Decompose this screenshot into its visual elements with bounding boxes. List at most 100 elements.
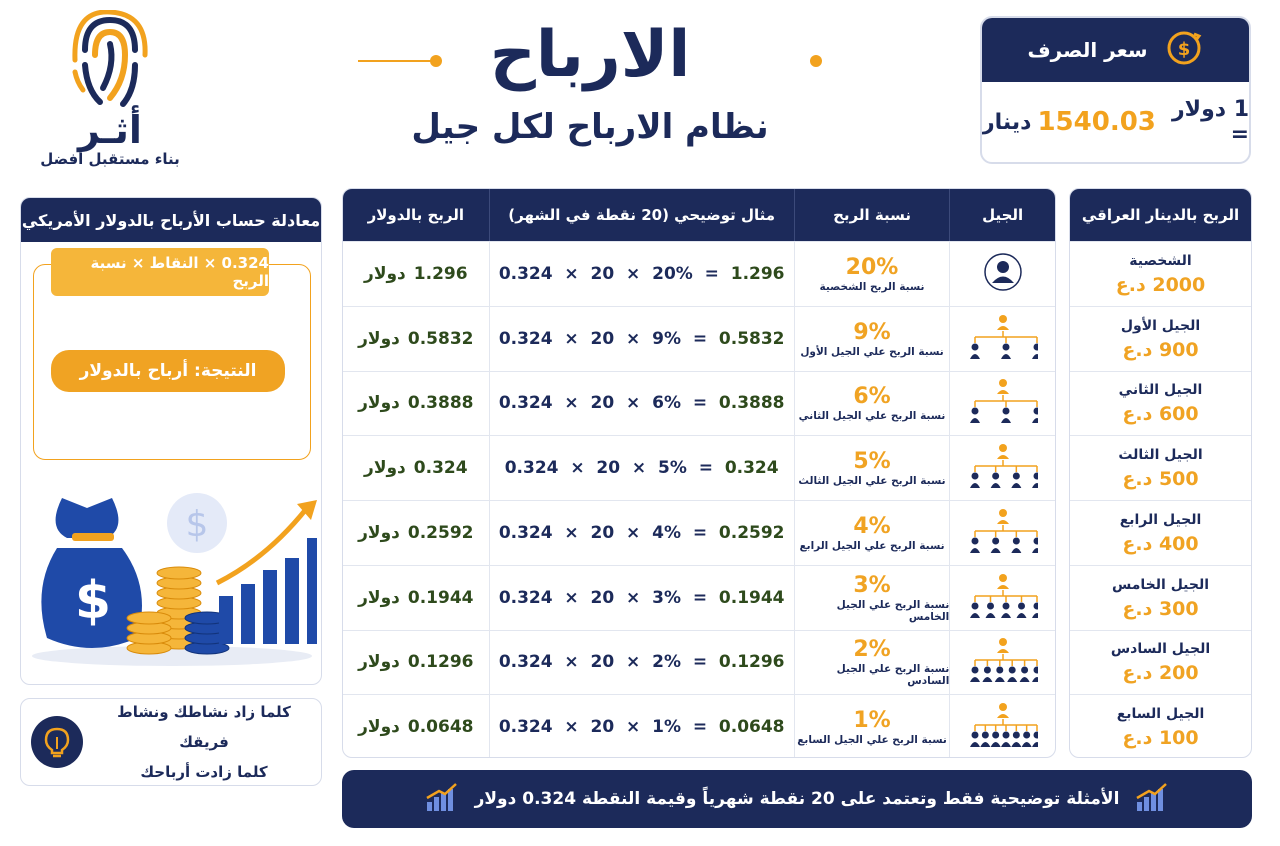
rate-percent: 6% [853, 384, 891, 410]
iqd-generation-name: الجيل السادس [1110, 641, 1211, 658]
example-result: 0.324 [724, 458, 779, 479]
usd-profit-cell: 0.324 دولار [343, 436, 489, 500]
iqd-row: الجيل السادس 200 د.ع [1070, 629, 1251, 695]
rate-percent: 5% [853, 449, 891, 475]
rate-percent: 20% [845, 254, 899, 280]
equation-card-title: معادلة حساب الأرباح بالدولار الأمريكي [21, 198, 321, 242]
col-header-generation: الجيل [949, 189, 1055, 241]
example-cell: 0.324 × 20 × 6% = 0.3888 [488, 371, 794, 436]
example-equals-sign: = [680, 717, 719, 738]
table-row: 0.1296 دولار 0.324 × 20 × 2% = 0.1296 2% نسب… [343, 629, 1055, 695]
money-bag-icon: $ $ [32, 493, 317, 666]
rate-cell: 4% نسبة الربح علي الجيل الرابع [793, 501, 950, 565]
exchange-rate-value: 1 دولار = 1540.03 دينار [982, 82, 1249, 162]
example-times-sign: × [614, 587, 653, 608]
example-times-sign: × [552, 522, 591, 543]
usd-unit: دولار [358, 393, 400, 414]
rate-percent: 3% [853, 572, 891, 598]
rate-description: نسبة الربح علي الجيل الرابع [799, 539, 945, 552]
brand-logo: أثـر بناء مستقبل أفضل [30, 10, 190, 190]
profit-table: الربح بالدولار مثال توضيحي (20 نقطة في ا… [342, 188, 1056, 758]
person-icon [983, 252, 1023, 296]
example-equals-sign: = [686, 458, 725, 479]
iqd-row: الجيل الرابع 400 د.ع [1070, 500, 1251, 565]
rate-description: نسبة الربح علي الجيل الثالث [798, 475, 946, 488]
rate-cell: 6% نسبة الربح علي الجيل الثاني [793, 371, 950, 436]
usd-unit: دولار [364, 263, 406, 284]
generation-cell [949, 306, 1055, 371]
table-row: 0.3888 دولار 0.324 × 20 × 6% = 0.3888 6% نسب… [343, 370, 1055, 436]
footer-text: الأمثلة توضيحية فقط وتعتمد على 20 نقطة ش… [474, 789, 1120, 809]
example-times-sign: × [614, 328, 653, 349]
hierarchy-icon [968, 572, 1042, 624]
usd-profit-cell: 0.5832 دولار [343, 307, 489, 371]
example-point-value: 0.324 [498, 522, 553, 543]
tip-line-2: كلما زادت أرباحك [140, 763, 268, 781]
iqd-value: 200 د.ع [1122, 662, 1199, 685]
profit-table-body: 1.296 دولار 0.324 × 20 × 20% = 1.296 20% نسب… [343, 241, 1055, 757]
example-times-sign: × [614, 393, 653, 414]
example-point-value: 0.324 [498, 393, 553, 414]
example-equals-sign: = [680, 522, 719, 543]
iqd-value: 400 د.ع [1122, 532, 1199, 555]
generation-cell [949, 630, 1055, 695]
example-cell: 0.324 × 20 × 20% = 1.296 [488, 242, 794, 306]
example-cell: 0.324 × 20 × 1% = 0.0648 [488, 695, 794, 757]
example-point-value: 0.324 [498, 328, 553, 349]
rate-description: نسبة الربح علي الجيل السادس [836, 663, 950, 688]
example-times-sign: × [614, 522, 653, 543]
example-percent: 3% [652, 587, 681, 608]
tip-text: كلما زاد نشاطك ونشاط فريقك كلما زادت أرب… [97, 697, 311, 787]
generation-cell [949, 371, 1055, 436]
usd-unit: دولار [358, 522, 400, 543]
example-result: 0.3888 [718, 393, 785, 414]
usd-profit-cell: 0.0648 دولار [343, 695, 489, 757]
example-times-sign: × [552, 328, 591, 349]
exchange-rate-header: $ سعر الصرف [982, 18, 1249, 82]
title-decor-line-left [358, 60, 438, 62]
example-cell: 0.324 × 20 × 3% = 0.1944 [488, 565, 794, 630]
example-times-sign: × [558, 458, 597, 479]
rate-percent: 4% [853, 513, 891, 539]
rate-percent: 9% [853, 319, 891, 345]
iqd-row: الجيل الخامس 300 د.ع [1070, 564, 1251, 630]
example-points: 20 [590, 587, 615, 608]
example-times-sign: × [614, 717, 653, 738]
example-result: 0.0648 [718, 717, 785, 738]
rate-cell: 2% نسبة الربح علي الجيل السادس [793, 630, 950, 695]
exchange-rate-card: $ سعر الصرف 1 دولار = 1540.03 دينار [980, 16, 1251, 164]
exchange-rate-number: 1540.03 [1037, 107, 1156, 137]
example-result: 1.296 [730, 263, 785, 284]
usd-profit-cell: 0.2592 دولار [343, 501, 489, 565]
table-row: 0.1944 دولار 0.324 × 20 × 3% = 0.1944 3% نسب… [343, 564, 1055, 630]
example-points: 20 [590, 717, 615, 738]
example-times-sign: × [552, 393, 591, 414]
table-row: 1.296 دولار 0.324 × 20 × 20% = 1.296 20% نسب… [343, 241, 1055, 306]
example-points: 20 [590, 652, 615, 673]
usd-unit: دولار [358, 652, 400, 673]
example-times-sign: × [552, 263, 591, 284]
col-header-rate: نسبة الربح [793, 189, 950, 241]
iqd-value: 300 د.ع [1122, 597, 1199, 620]
iqd-generation-name: الجيل الثاني [1118, 382, 1203, 399]
rate-description: نسبة الربح الشخصية [819, 280, 925, 293]
example-result: 0.2592 [718, 522, 785, 543]
example-times-sign: × [620, 458, 659, 479]
iqd-profit-column: الربح بالدينار العراقي الشخصية 2000 د.ع ال… [1069, 188, 1252, 758]
hierarchy-icon [968, 313, 1042, 365]
example-points: 20 [590, 393, 615, 414]
example-result: 0.5832 [718, 328, 785, 349]
example-result: 0.1296 [718, 652, 785, 673]
svg-text:$: $ [75, 571, 111, 631]
example-cell: 0.324 × 20 × 9% = 0.5832 [488, 306, 794, 371]
iqd-value: 500 د.ع [1122, 468, 1199, 491]
usd-profit-cell: 0.1944 دولار [343, 566, 489, 630]
title-decor-dot-left [430, 55, 442, 67]
example-result: 0.1944 [718, 587, 785, 608]
brand-name: أثـر [78, 108, 142, 152]
example-percent: 2% [652, 652, 681, 673]
usd-value: 0.1296 [407, 652, 474, 673]
rate-cell: 1% نسبة الربح علي الجيل السابع [793, 695, 950, 757]
tip-line-1: كلما زاد نشاطك ونشاط فريقك [117, 703, 291, 751]
usd-profit-cell: 1.296 دولار [343, 242, 489, 306]
